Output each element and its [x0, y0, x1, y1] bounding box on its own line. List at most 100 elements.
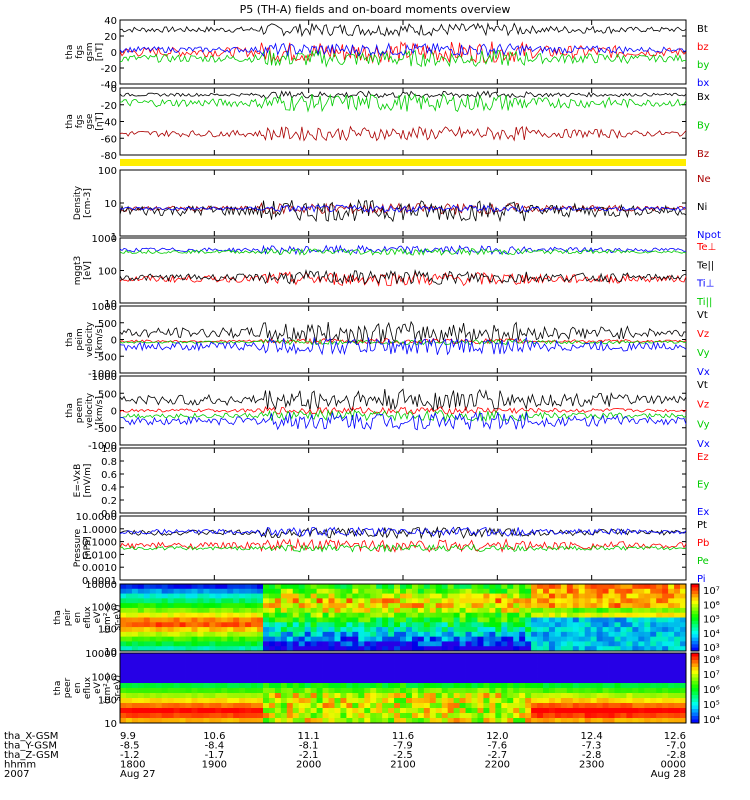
spectrogram-cell [674, 688, 681, 694]
spectrogram-cell [584, 622, 592, 628]
spectrogram-cell [411, 588, 419, 594]
spectrogram-cell [543, 658, 550, 664]
spectrogram-cell [286, 598, 294, 604]
y-tick-label: 100 [98, 696, 117, 707]
spectrogram-cell [477, 603, 484, 609]
spectrogram-cell [286, 708, 294, 714]
spectrogram-cell [185, 636, 192, 642]
spectrogram-cell [596, 678, 603, 684]
spectrogram-cell [447, 584, 455, 590]
spectrogram-cell [251, 698, 258, 704]
spectrogram-cell [650, 688, 657, 694]
legend-label: Bz [697, 149, 709, 160]
spectrogram-cell [334, 622, 341, 628]
spectrogram-cell [322, 612, 329, 618]
spectrogram-cell [143, 631, 151, 638]
spectrogram-cell [394, 663, 401, 669]
spectrogram-cell [668, 627, 675, 633]
spectrogram-cell [191, 584, 198, 590]
spectrogram-cell [251, 718, 258, 724]
spectrogram-cell [227, 673, 234, 679]
spectrogram-cell [608, 627, 615, 633]
orbit-value: Aug 27 [120, 769, 155, 780]
spectrogram-cell [405, 584, 413, 590]
spectrogram-cell [179, 678, 186, 684]
spectrogram-cell [572, 607, 580, 614]
spectrogram-cell [155, 603, 163, 609]
spectrogram-cell [346, 673, 353, 679]
spectrogram-cell [560, 658, 568, 664]
spectrogram-cell [531, 673, 538, 679]
spectrogram-cell [620, 646, 627, 652]
spectrogram-cell [364, 703, 371, 709]
spectrogram-cell [614, 612, 621, 618]
colorbar-tick-label: 10⁸ [703, 655, 720, 666]
spectrogram-cell [483, 636, 490, 642]
spectrogram-cell [251, 588, 258, 594]
spectrogram-cell [388, 668, 395, 674]
spectrogram-cell [221, 593, 228, 599]
spectrogram-cell [161, 622, 169, 628]
spectrogram-cell [197, 641, 204, 647]
spectrogram-cell [650, 703, 657, 709]
spectrogram-cell [179, 673, 186, 679]
spectrogram-cell [417, 627, 425, 633]
spectrogram-cell [590, 631, 598, 638]
spectrogram-cell [400, 627, 407, 633]
spectrogram-cell [411, 603, 419, 609]
spectrogram-cell [149, 636, 157, 642]
spectrogram-cell [197, 708, 204, 714]
spectrogram-cell [370, 646, 377, 652]
spectrogram-cell [143, 627, 151, 633]
spectrogram-cell [507, 646, 514, 652]
spectrogram-cell [203, 607, 210, 614]
spectrogram-cell [680, 622, 687, 628]
spectrogram-cell [358, 641, 365, 647]
spectrogram-cell [286, 663, 294, 669]
spectrogram-cell [233, 678, 240, 684]
spectrogram-cell [608, 617, 615, 623]
spectrogram-cell [513, 663, 520, 669]
spectrogram-cell [507, 653, 514, 659]
spectrogram-cell [501, 603, 508, 609]
y-axis-label: (cm²-s- [103, 672, 113, 704]
spectrogram-cell [548, 603, 556, 609]
spectrogram-cell [120, 708, 127, 714]
spectrogram-cell [447, 646, 455, 652]
spectrogram-cell [572, 693, 580, 699]
chart-title: P5 (TH-A) fields and on-board moments ov… [240, 3, 511, 16]
spectrogram-cell [453, 658, 460, 664]
spectrogram-cell [525, 668, 532, 674]
spectrogram-cell [292, 588, 300, 594]
legend-label: Ey [697, 480, 709, 491]
spectrogram-cell [584, 653, 592, 659]
spectrogram-cell [674, 631, 681, 638]
spectrogram-cell [417, 622, 425, 628]
spectrogram-cell [328, 636, 335, 642]
spectrogram-cell [298, 646, 306, 652]
spectrogram-cell [531, 612, 538, 618]
spectrogram-cell [417, 678, 425, 684]
spectrogram-cell [620, 683, 627, 689]
spectrogram-cell [644, 622, 651, 628]
colorbar-swatch [691, 584, 699, 588]
spectrogram-cell [435, 631, 443, 638]
spectrogram-cell [394, 636, 401, 642]
spectrogram-cell [251, 641, 258, 647]
spectrogram-cell [620, 693, 627, 699]
spectrogram-cell [370, 713, 377, 719]
spectrogram-cell [322, 698, 329, 704]
spectrogram-cell [364, 713, 371, 719]
spectrogram-cell [185, 658, 192, 664]
spectrogram-cell [274, 678, 282, 684]
spectrogram-cell [233, 673, 240, 679]
y-tick-label: 100 [98, 625, 117, 636]
spectrogram-cell [161, 703, 169, 709]
spectrogram-cell [608, 584, 615, 590]
spectrogram-cell [215, 703, 222, 709]
spectrogram-cell [495, 668, 502, 674]
spectrogram-cell [352, 673, 359, 679]
spectrogram-cell [632, 593, 639, 599]
spectrogram-cell [417, 673, 425, 679]
spectrogram-cell [656, 646, 663, 652]
